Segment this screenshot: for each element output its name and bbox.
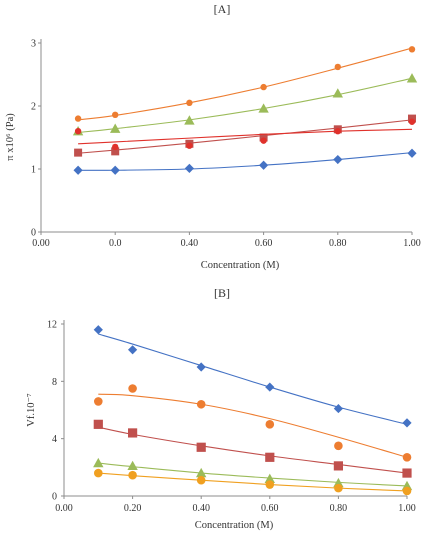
panel-b-plot: 0.00 0.20 0.40 0.60 0.80 1.00 0 4 8 12: [47, 320, 416, 515]
panel-b-x-tick-label: 0.80: [330, 503, 348, 514]
panel-a-y-tick-label: 3: [31, 39, 36, 50]
panel-b-series-2-point: [402, 453, 412, 462]
panel-a-series-5-point: [407, 148, 417, 158]
panel-a-series-3-point: [111, 147, 120, 156]
panel-b-series-1-point: [128, 345, 138, 355]
panel-a-series-4-point: [186, 142, 193, 149]
panel-a-series-5-point: [73, 165, 83, 175]
panel-b-series-5-point: [402, 486, 412, 496]
panel-a-x-tick-label: 0.00: [32, 238, 50, 249]
panel-a-series-5-point: [333, 154, 343, 165]
panel-b-y-tick-label: 8: [52, 377, 57, 388]
panel-b-series-1-trendline: [98, 333, 408, 425]
panel-a-y-tick-label: 0: [31, 228, 36, 239]
panel-a-series-1-point: [408, 46, 416, 53]
panel-b-y-tick-label: 0: [52, 492, 57, 503]
panel-a-x-tick-label: 0.80: [329, 238, 347, 249]
panel-b-series-5-point: [265, 480, 275, 489]
panel-b-series-2-point: [196, 399, 206, 409]
panel-a-series-4-point: [74, 128, 82, 135]
panel-b-series-1-point: [265, 382, 275, 392]
panel-b-series-2-point: [128, 384, 137, 393]
panel-b-xlabel: Concentration (M): [195, 520, 274, 531]
panel-a-series-4-point: [260, 137, 267, 144]
panel-b-series-3-point: [333, 461, 343, 471]
panel-a-ylabel: π x10⁶ (Pa): [5, 113, 16, 161]
panel-b-y-tick-label: 4: [52, 434, 57, 445]
panel-b-title: [B]: [214, 286, 230, 300]
panel-a-x-tick-label: 1.00: [403, 238, 421, 249]
panel-a-series-2-point: [406, 73, 418, 83]
panel-b-series-1-point: [196, 362, 206, 372]
panel-a-series-4-point: [408, 118, 416, 125]
panel-b-series-4-trendline: [98, 462, 408, 487]
panel-a-series-3-point: [74, 148, 83, 157]
panel-a-y-tick-label: 1: [31, 165, 36, 176]
panel-a-series-2-point: [332, 88, 343, 98]
panel-b-series-2-point: [265, 420, 275, 429]
panel-b-x-tick-label: 0.00: [55, 503, 73, 514]
panel-a-xlabel: Concentration (M): [201, 260, 280, 271]
panel-b-series-3-trendline: [98, 426, 408, 474]
panel-a-series-3-trendline: [78, 119, 413, 154]
panel-a-series-4-point: [334, 128, 341, 135]
panel-b-y-tick-label: 12: [47, 320, 57, 331]
panel-b-series-4-point: [196, 467, 207, 478]
panel-a-series-1-trendline: [78, 47, 413, 121]
panel-b-series-2-point: [94, 397, 103, 406]
panel-a-title: [A]: [214, 2, 231, 16]
panel-b-series-3-point: [93, 419, 103, 429]
panel-b-series-3-point: [265, 452, 275, 462]
panel-b-series-3-point: [196, 442, 206, 452]
panel-a-series-4-trendline: [78, 128, 413, 145]
panel-b-series-1-point: [333, 403, 343, 414]
panel-a-series-5-point: [259, 160, 269, 170]
panel-b-series-2-point: [334, 441, 343, 451]
panel-b-ylabel: Vf.10⁻⁷: [26, 393, 37, 427]
panel-a-series-2-point: [184, 115, 195, 125]
panel-a-x-tick-label: 0.60: [255, 238, 273, 249]
panel-a-series-2-point: [258, 103, 269, 113]
panel-b-series-1-point: [93, 325, 103, 335]
panel-a-series-5-point: [110, 165, 120, 175]
panel-a-series-5-trendline: [78, 152, 413, 171]
panel-b-series-5-point: [334, 483, 343, 493]
panel-a-series-1-point: [186, 99, 193, 107]
panel-a-plot: 0.00 0.0 0.40 0.60 0.80 1.00 0 1 2 3: [31, 39, 421, 250]
panel-b-series-4-point: [264, 473, 275, 483]
panel-b-series-4-point: [93, 457, 104, 468]
panel-a-series-5-point: [184, 163, 194, 173]
panel-a-series-1-point: [260, 83, 267, 91]
panel-b-series-5-trendline: [98, 472, 408, 492]
panel-a-series-1-point: [74, 115, 82, 122]
panel-b-x-tick-label: 0.40: [192, 503, 210, 514]
panel-b-x-tick-label: 0.20: [124, 503, 142, 514]
panel-b-series-5-point: [94, 468, 103, 478]
panel-a-series-1-point: [334, 63, 341, 71]
panel-b-series-2-trendline: [98, 393, 408, 458]
panel-a-y-tick-label: 2: [31, 102, 36, 113]
panel-a-series-1-point: [112, 111, 119, 119]
panel-a-series-2-point: [110, 123, 121, 133]
panel-b-series-1-point: [402, 418, 412, 428]
panel-a-x-tick-label: 0.40: [181, 238, 199, 249]
panel-b-series-4-point: [127, 460, 138, 471]
panel-a-x-tick-label: 0.0: [109, 238, 122, 249]
panel-b-x-tick-label: 1.00: [398, 503, 416, 514]
panel-b-series-3-point: [402, 468, 412, 478]
panel-b-x-tick-label: 0.60: [261, 503, 279, 514]
panel-b-series-5-point: [196, 475, 206, 485]
panel-a-series-2-trendline: [78, 77, 413, 134]
panel-b-series-3-point: [128, 428, 138, 438]
panel-a-series-4-point: [112, 143, 119, 151]
panel-b-series-5-point: [128, 470, 137, 480]
